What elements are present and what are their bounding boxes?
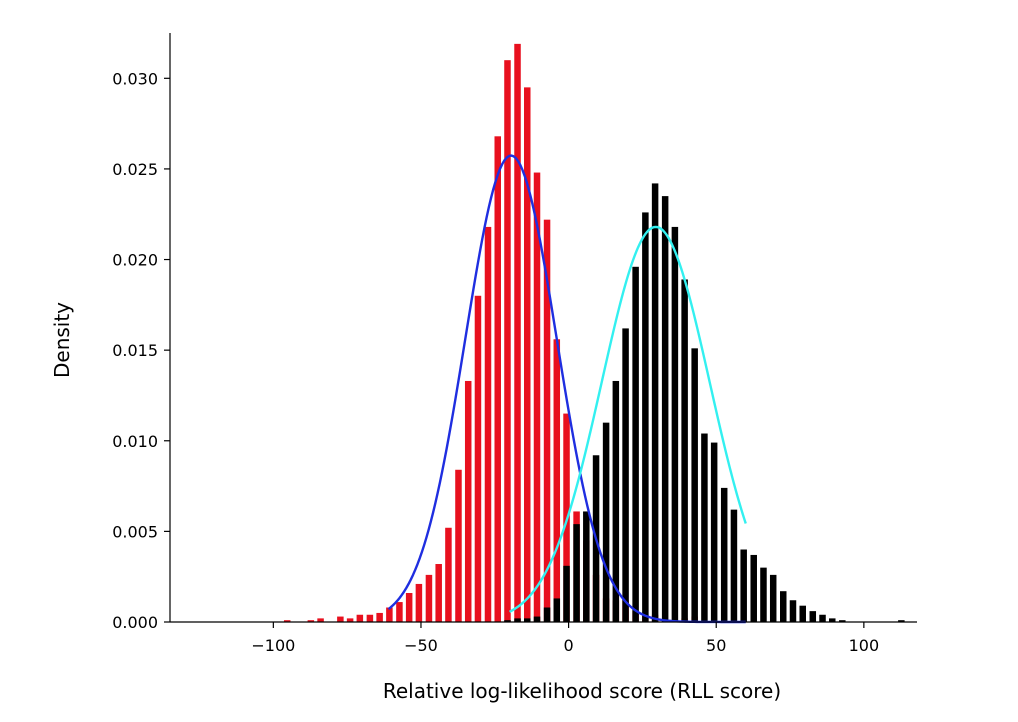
x-axis-label: Relative log-likelihood score (RLL score… [383, 679, 781, 703]
histogram-bar-s0-13 [435, 564, 442, 622]
histogram-bar-s1-7 [573, 524, 580, 622]
histogram-bar-s1-24 [740, 549, 747, 622]
histogram-bar-s1-23 [730, 509, 738, 622]
histogram-bar-s0-1 [307, 620, 315, 622]
x-tick-label: 50 [706, 636, 726, 655]
histogram-bar-s1-25 [750, 554, 757, 622]
histogram-bar-s0-5 [356, 614, 364, 622]
bars-layer [283, 43, 905, 623]
histogram-bar-s1-1 [514, 618, 521, 622]
histogram-bar-s1-5 [553, 598, 561, 622]
histogram-bar-s1-8 [583, 511, 590, 622]
y-tick-label: 0.030 [112, 69, 158, 88]
y-axis-label: Density [50, 302, 74, 378]
histogram-bar-s0-2 [317, 618, 324, 622]
histogram-bar-s1-29 [789, 600, 797, 622]
histogram-bar-s1-4 [543, 607, 551, 622]
histogram-bar-s0-3 [337, 616, 344, 622]
x-axis-ticks: −100 −50 0 50 100 [251, 622, 879, 655]
histogram-bar-s1-13 [632, 266, 639, 622]
histogram-bar-s1-28 [780, 591, 787, 622]
histogram-bar-s1-15 [651, 183, 659, 623]
y-tick-label: 0.010 [112, 432, 158, 451]
histogram-bar-s1-11 [612, 380, 620, 622]
histogram-bar-s0-20 [504, 60, 511, 623]
histogram-bar-s1-2 [524, 618, 531, 622]
histogram-bar-s0-24 [543, 219, 551, 623]
y-tick-label: 0.020 [112, 251, 158, 270]
histogram-bar-s0-18 [484, 226, 492, 623]
histogram-bar-s1-16 [661, 196, 669, 623]
histogram-bar-s0-7 [376, 612, 383, 622]
y-tick-label: 0.025 [112, 160, 158, 179]
y-tick-label: 0.000 [112, 613, 158, 632]
histogram-bar-s1-20 [701, 433, 708, 622]
histogram-bar-s1-34 [839, 620, 846, 622]
histogram-bar-s0-11 [415, 583, 423, 622]
histogram-bar-s0-16 [464, 380, 472, 622]
histogram-bar-s1-18 [681, 279, 688, 622]
y-axis-ticks: 0.000 0.005 0.010 0.015 0.020 0.025 0.030 [112, 69, 170, 632]
histogram-bar-s1-3 [533, 616, 541, 622]
histogram-bar-s1-30 [799, 605, 806, 622]
histogram-bar-s1-33 [829, 618, 836, 622]
histogram-bar-s0-19 [494, 136, 501, 623]
histogram-bar-s0-0 [283, 620, 291, 622]
histogram-bar-s1-10 [602, 422, 610, 622]
histogram-bar-s0-8 [386, 607, 393, 622]
histogram-bar-s0-10 [405, 593, 413, 622]
histogram-bar-s0-22 [524, 87, 531, 623]
density-curve-3 [508, 225, 747, 613]
histogram-bar-s0-4 [346, 618, 354, 622]
histogram-bar-s1-21 [710, 442, 718, 622]
histogram-bar-s1-26 [760, 567, 767, 622]
x-tick-label: 100 [849, 636, 880, 655]
histogram-bar-s0-9 [396, 602, 403, 622]
histogram-bar-s0-25 [553, 339, 561, 622]
histogram-bar-s1-14 [642, 212, 649, 623]
histogram-bar-s0-6 [366, 614, 374, 622]
histogram-bar-s0-14 [445, 527, 452, 622]
histogram-bar-s0-17 [474, 295, 482, 622]
histogram-bar-s1-32 [819, 614, 826, 622]
histogram-bar-s1-0 [504, 620, 511, 622]
x-tick-label: −50 [404, 636, 438, 655]
histogram-bar-s0-12 [425, 574, 433, 622]
histogram-bar-s1-31 [809, 611, 817, 622]
histogram-bar-s1-17 [671, 226, 679, 623]
y-tick-label: 0.005 [112, 522, 158, 541]
histogram-bar-s1-12 [622, 328, 629, 622]
x-tick-label: −100 [251, 636, 295, 655]
histogram-bar-s0-21 [514, 43, 521, 623]
histogram-bar-s1-35 [898, 620, 905, 622]
histogram-bar-s1-19 [691, 348, 698, 622]
histogram-bar-s0-15 [455, 469, 462, 622]
histogram-bar-s0-23 [533, 172, 541, 623]
histogram-bar-s1-6 [563, 565, 570, 622]
histogram-bar-s1-27 [769, 574, 777, 622]
histogram-bar-s1-22 [720, 487, 728, 622]
y-tick-label: 0.015 [112, 341, 158, 360]
x-tick-label: 0 [564, 636, 574, 655]
